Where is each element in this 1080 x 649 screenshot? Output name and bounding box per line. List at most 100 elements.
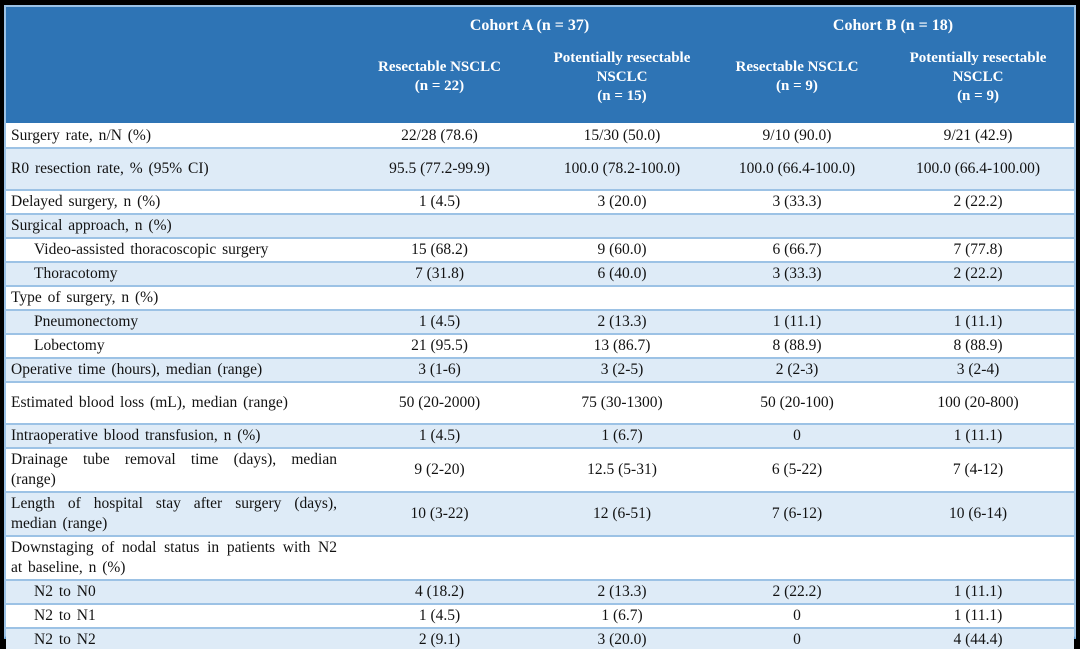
cell-value: 3 (1-6)	[347, 358, 532, 383]
cell-value: 1 (4.5)	[347, 190, 532, 215]
row-label: Intraoperative blood transfusion, n (%)	[6, 424, 347, 449]
cell-value: 2 (13.3)	[532, 310, 712, 335]
cell-value: 1 (4.5)	[347, 310, 532, 335]
surgical-outcomes-table: Cohort A (n = 37) Cohort B (n = 18) Rese…	[6, 7, 1075, 649]
cell-value: 0	[712, 628, 882, 649]
cell-value: 15 (68.2)	[347, 238, 532, 263]
cell-value: 1 (6.7)	[532, 424, 712, 449]
cell-value: 1 (11.1)	[882, 580, 1075, 605]
cell-value: 75 (30-1300)	[532, 382, 712, 425]
row-label: N2 to N0	[6, 580, 347, 605]
cell-value: 0	[712, 604, 882, 629]
table-header: Cohort A (n = 37) Cohort B (n = 18) Rese…	[6, 7, 1075, 124]
row-label: Video-assisted thoracoscopic surgery	[6, 238, 347, 263]
cell-value	[712, 536, 882, 581]
cell-value	[712, 214, 882, 239]
table-row: Downstaging of nodal status in patients …	[6, 536, 1075, 581]
cell-value: 2 (13.3)	[532, 580, 712, 605]
cell-value: 100.0 (78.2-100.0)	[532, 148, 712, 191]
table-row: Surgical approach, n (%)	[6, 214, 1075, 239]
cell-value: 100.0 (66.4-100.00)	[882, 148, 1075, 191]
cell-value: 50 (20-2000)	[347, 382, 532, 425]
column-header-potentially-resectable-b: Potentially resectable NSCLC (n = 9)	[882, 39, 1075, 124]
row-label: Surgery rate, n/N (%)	[6, 124, 347, 149]
table-row: Intraoperative blood transfusion, n (%) 1…	[6, 424, 1075, 449]
row-label: Lobectomy	[6, 334, 347, 359]
cell-value: 1 (11.1)	[712, 310, 882, 335]
cell-value: 1 (4.5)	[347, 604, 532, 629]
row-label: N2 to N2	[6, 628, 347, 649]
table-row: R0 resection rate, % (95% CI) 95.5 (77.2-…	[6, 148, 1075, 191]
cell-value: 50 (20-100)	[712, 382, 882, 425]
column-header-potentially-resectable-a: Potentially resectable NSCLC (n = 15)	[532, 39, 712, 124]
column-title: Potentially resectable NSCLC	[909, 49, 1047, 85]
cell-value: 6 (66.7)	[712, 238, 882, 263]
cell-value: 1 (11.1)	[882, 310, 1075, 335]
column-title: Resectable NSCLC	[378, 59, 501, 75]
column-n: (n = 9)	[776, 78, 818, 94]
row-label: Downstaging of nodal status in patients …	[6, 536, 347, 581]
row-label: R0 resection rate, % (95% CI)	[6, 148, 347, 191]
cell-value: 9/10 (90.0)	[712, 124, 882, 149]
table-row: N2 to N2 2 (9.1) 3 (20.0) 0 4 (44.4)	[6, 628, 1075, 649]
row-label: Operative time (hours), median (range)	[6, 358, 347, 383]
cell-value: 3 (33.3)	[712, 190, 882, 215]
cell-value: 0	[712, 424, 882, 449]
cell-value: 4 (18.2)	[347, 580, 532, 605]
cell-value: 15/30 (50.0)	[532, 124, 712, 149]
row-label: Thoracotomy	[6, 262, 347, 287]
cell-value: 2 (22.2)	[712, 580, 882, 605]
cell-value: 3 (33.3)	[712, 262, 882, 287]
cell-value	[347, 286, 532, 311]
cell-value: 95.5 (77.2-99.9)	[347, 148, 532, 191]
column-n: (n = 15)	[597, 87, 647, 104]
cell-value	[882, 536, 1075, 581]
table-row: Estimated blood loss (mL), median (range…	[6, 382, 1075, 425]
cell-value	[347, 214, 532, 239]
cell-value: 21 (95.5)	[347, 334, 532, 359]
row-label: Length of hospital stay after surgery (d…	[6, 492, 347, 537]
cell-value: 7 (6-12)	[712, 492, 882, 537]
row-label: Type of surgery, n (%)	[6, 286, 347, 311]
cell-value: 1 (4.5)	[347, 424, 532, 449]
cell-value: 7 (4-12)	[882, 448, 1075, 493]
cell-value: 8 (88.9)	[882, 334, 1075, 359]
cell-value: 12 (6-51)	[532, 492, 712, 537]
cell-value	[532, 536, 712, 581]
table-body: Surgery rate, n/N (%) 22/28 (78.6) 15/30 (…	[6, 124, 1075, 649]
cell-value: 2 (22.2)	[882, 190, 1075, 215]
cell-value: 2 (9.1)	[347, 628, 532, 649]
cell-value: 6 (5-22)	[712, 448, 882, 493]
cell-value: 6 (40.0)	[532, 262, 712, 287]
cell-value: 4 (44.4)	[882, 628, 1075, 649]
column-n: (n = 22)	[414, 78, 465, 94]
cell-value: 3 (2-5)	[532, 358, 712, 383]
corner-cell	[6, 7, 347, 124]
cell-value: 1 (11.1)	[882, 604, 1075, 629]
cell-value: 2 (22.2)	[882, 262, 1075, 287]
cohort-header-row: Cohort A (n = 37) Cohort B (n = 18)	[6, 7, 1075, 124]
table-row: Operative time (hours), median (range) 3 …	[6, 358, 1075, 383]
row-label: Drainage tube removal time (days), media…	[6, 448, 347, 493]
cell-value	[532, 214, 712, 239]
cell-value: 1 (11.1)	[882, 424, 1075, 449]
cell-value	[882, 286, 1075, 311]
row-label: Pneumonectomy	[6, 310, 347, 335]
cell-value: 10 (3-22)	[347, 492, 532, 537]
table-row: Delayed surgery, n (%) 1 (4.5) 3 (20.0) 3 (…	[6, 190, 1075, 215]
outcomes-table: Cohort A (n = 37) Cohort B (n = 18) Rese…	[4, 5, 1076, 649]
cell-value: 22/28 (78.6)	[347, 124, 532, 149]
table-row: Pneumonectomy 1 (4.5) 2 (13.3) 1 (11.1) 1 (1…	[6, 310, 1075, 335]
table-row: Lobectomy 21 (95.5) 13 (86.7) 8 (88.9) 8 (88…	[6, 334, 1075, 359]
cell-value: 12.5 (5-31)	[532, 448, 712, 493]
cell-value: 7 (31.8)	[347, 262, 532, 287]
table-row: Drainage tube removal time (days), media…	[6, 448, 1075, 493]
cell-value	[712, 286, 882, 311]
cohort-b-header: Cohort B (n = 18)	[712, 7, 1075, 39]
column-header-resectable-a: Resectable NSCLC (n = 22)	[347, 39, 532, 124]
table-row: Thoracotomy 7 (31.8) 6 (40.0) 3 (33.3) 2 (22…	[6, 262, 1075, 287]
cell-value	[532, 286, 712, 311]
cell-value: 3 (20.0)	[532, 190, 712, 215]
row-label: Estimated blood loss (mL), median (range…	[6, 382, 347, 425]
